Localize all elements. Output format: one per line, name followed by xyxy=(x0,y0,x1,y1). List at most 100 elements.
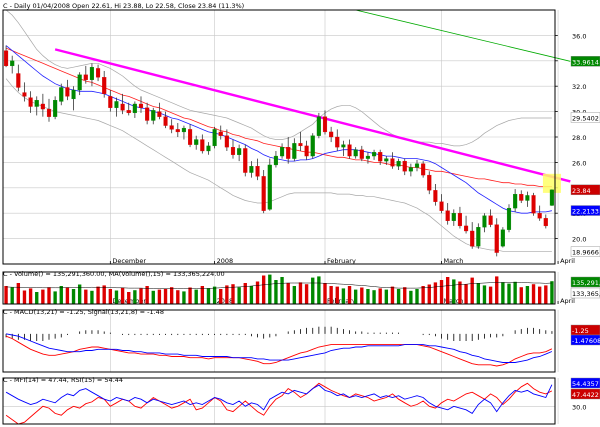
candle-body xyxy=(494,224,499,253)
candle-body xyxy=(65,87,70,97)
price-x-label: February xyxy=(327,257,356,265)
candle-body xyxy=(525,195,530,201)
candle-body xyxy=(353,149,358,157)
mfi-value-box xyxy=(570,388,600,400)
price-y-tick-label: 26.0 xyxy=(572,159,586,167)
volume-panel: December2008FebruaryMarchApril135,291,13… xyxy=(2,271,600,305)
macd-frame xyxy=(2,309,556,373)
volume-ma-line xyxy=(6,282,552,289)
rsi-value-box xyxy=(570,377,600,389)
candle-body xyxy=(273,155,278,166)
price-value-box xyxy=(570,246,600,257)
volume-value-box-label: 135,291, xyxy=(572,279,600,287)
candle-body xyxy=(237,148,242,155)
volume-frame xyxy=(2,271,556,305)
candle-body xyxy=(384,158,389,162)
candle-body xyxy=(396,160,401,167)
candle-body xyxy=(292,143,297,159)
mfi-rsi-chart-title: C - MFI(14) = 47.44, RSI(15) = 54.44 xyxy=(3,376,123,384)
candle-body xyxy=(543,218,548,227)
candle-body xyxy=(181,127,186,133)
candle-body xyxy=(513,193,518,209)
candle-body xyxy=(316,116,321,136)
rsi-line xyxy=(5,384,553,415)
price-value-box xyxy=(570,205,600,216)
price-value-box-label: 23.84 xyxy=(572,187,591,195)
candle-body xyxy=(500,229,505,247)
candle-body xyxy=(261,176,266,211)
price-x-label: 2008 xyxy=(217,257,234,265)
candle-body xyxy=(488,215,493,225)
lower-band-line xyxy=(5,78,552,253)
candle-body xyxy=(255,166,260,177)
candle-body xyxy=(365,155,370,159)
candle-body xyxy=(267,164,272,210)
price-value-box-label: 22.2133 xyxy=(572,208,599,216)
candle-body xyxy=(22,92,27,97)
candle-body xyxy=(506,207,512,230)
osc-y-tick-label: 30.0 xyxy=(572,403,586,411)
candle-body xyxy=(200,139,205,152)
candle-body xyxy=(89,67,94,81)
candle-body xyxy=(372,152,377,157)
candle-body xyxy=(470,230,475,247)
candle-body xyxy=(537,213,542,219)
candle-body xyxy=(10,60,15,67)
candle-body xyxy=(53,100,58,117)
volume-value-box xyxy=(570,276,600,288)
candle-body xyxy=(34,100,39,107)
signal-line xyxy=(6,333,553,363)
candle-body xyxy=(16,73,21,88)
candle-body xyxy=(126,110,131,114)
candle-body xyxy=(157,111,162,117)
candle-body xyxy=(427,174,432,191)
price-value-box-label: 18.9666 xyxy=(572,249,599,257)
candle-body xyxy=(132,103,137,114)
candle-body xyxy=(298,143,303,147)
mfi-rsi-panel: 30.0 54.4357 47.4422 xyxy=(2,377,600,425)
price-x-label: December xyxy=(112,257,146,265)
candle-body xyxy=(224,135,229,148)
candle-body xyxy=(519,193,524,201)
candle-body xyxy=(347,144,352,157)
candle-body xyxy=(439,201,444,211)
candle-body xyxy=(46,108,52,117)
candle-body xyxy=(102,77,107,94)
candle-body xyxy=(476,227,481,247)
macd-panel: -1.25 -1.47608 xyxy=(2,309,600,373)
price-value-box xyxy=(570,184,600,196)
price-panel: 36.034.032.030.028.026.024.022.020.0Dece… xyxy=(2,9,600,265)
candle-body xyxy=(414,163,420,168)
candle-body xyxy=(175,129,180,133)
volume-ma-value-box xyxy=(570,287,600,299)
candle-body xyxy=(402,160,407,172)
candle-body xyxy=(531,195,536,214)
price-frame xyxy=(2,9,556,265)
candle-body xyxy=(359,149,364,159)
osc-frame xyxy=(2,377,556,425)
candle-body xyxy=(482,215,487,228)
volume-x-label: February xyxy=(327,297,356,305)
price-y-tick-label: 36.0 xyxy=(572,32,586,40)
candle-body xyxy=(194,139,199,145)
candle-body xyxy=(77,74,82,91)
candle-body xyxy=(230,147,236,155)
blue-ma-line xyxy=(5,45,552,214)
price-x-label: April xyxy=(560,257,575,265)
candle-body xyxy=(59,87,64,102)
candle-body xyxy=(145,107,150,121)
mfi-line xyxy=(5,382,553,425)
volume-x-label: April xyxy=(560,297,575,305)
candle-body xyxy=(280,147,285,157)
candle-body xyxy=(310,135,315,157)
candle-body xyxy=(169,125,174,130)
candle-body xyxy=(71,89,76,100)
price-value-box xyxy=(570,56,600,67)
long-ma-line xyxy=(355,9,571,62)
candle-body xyxy=(378,152,383,162)
candle-body xyxy=(421,163,426,176)
price-y-tick-label: 28.0 xyxy=(572,134,586,142)
candle-body xyxy=(40,103,45,110)
candle-body xyxy=(322,116,328,133)
candle-body xyxy=(212,129,217,147)
